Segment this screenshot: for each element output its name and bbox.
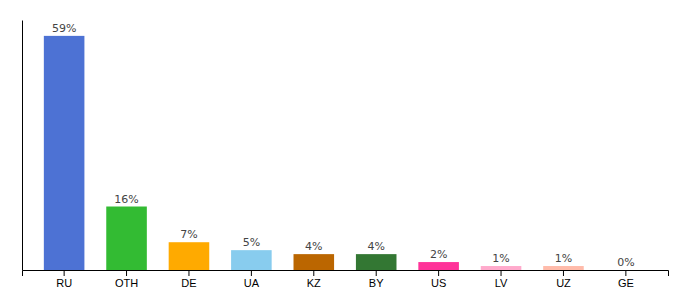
- bar: [356, 254, 397, 270]
- chart-svg: 59% 16% 7% 5% 4% 4% 2% 1% 1% 0% RU OTH DE UA KZ BY US LV U…: [0, 0, 680, 300]
- x-tick-mark: [188, 270, 189, 276]
- x-tick-label: UZ: [556, 277, 571, 289]
- x-axis-line: [23, 271, 669, 277]
- bar: [481, 266, 522, 270]
- data-label: 0%: [617, 256, 634, 269]
- x-tick-label: LV: [495, 277, 508, 289]
- x-tick-label: GE: [618, 277, 634, 289]
- data-label: 1%: [555, 252, 572, 265]
- x-tick: RU: [56, 270, 72, 289]
- x-tick-mark: [376, 270, 377, 276]
- y-axis: [22, 21, 23, 271]
- x-tick-label: US: [431, 277, 446, 289]
- x-tick-mark: [625, 270, 626, 276]
- x-tick: US: [431, 270, 446, 289]
- x-tick: BY: [369, 270, 384, 289]
- x-tick: LV: [495, 270, 508, 289]
- x-tick-label: KZ: [307, 277, 321, 289]
- x-tick-mark: [64, 270, 65, 276]
- bars: [44, 36, 584, 270]
- data-label: 2%: [430, 248, 447, 261]
- chart-container: 59% 16% 7% 5% 4% 4% 2% 1% 1% 0% RU OTH DE UA KZ BY US LV U…: [0, 0, 680, 300]
- x-tick-label: DE: [181, 277, 196, 289]
- data-label: 59%: [52, 22, 76, 35]
- x-tick: OTH: [115, 270, 138, 289]
- data-label: 5%: [243, 236, 260, 249]
- bar: [543, 266, 584, 270]
- y-axis-line: [22, 21, 23, 271]
- plot: 59% 16% 7% 5% 4% 4% 2% 1% 1% 0% RU OTH DE UA KZ BY US LV U…: [23, 21, 669, 289]
- bar: [231, 250, 272, 270]
- x-tick: GE: [618, 270, 634, 289]
- bar: [169, 242, 210, 270]
- bar: [418, 262, 459, 270]
- x-tick-mark: [501, 270, 502, 276]
- x-tick-mark: [438, 270, 439, 276]
- bar: [106, 207, 147, 270]
- x-tick-label: BY: [369, 277, 384, 289]
- x-tick-mark: [313, 270, 314, 276]
- x-axis: RU OTH DE UA KZ BY US LV UZ GE: [23, 270, 669, 289]
- data-label: 4%: [305, 240, 322, 253]
- x-tick-label: RU: [56, 277, 72, 289]
- x-tick: DE: [181, 270, 196, 289]
- x-tick: KZ: [307, 270, 321, 289]
- data-labels: 59% 16% 7% 5% 4% 4% 2% 1% 1% 0%: [52, 22, 635, 269]
- data-label: 1%: [492, 252, 509, 265]
- bar: [294, 254, 335, 270]
- x-tick-mark: [563, 270, 564, 276]
- data-label: 4%: [367, 240, 384, 253]
- x-tick: UZ: [556, 270, 571, 289]
- x-tick: UA: [244, 270, 260, 289]
- data-label: 7%: [180, 228, 197, 241]
- bar: [44, 36, 85, 270]
- data-label: 16%: [114, 193, 138, 206]
- x-tick-mark: [251, 270, 252, 276]
- x-tick-label: OTH: [115, 277, 138, 289]
- x-tick-label: UA: [244, 277, 260, 289]
- bar: [606, 270, 647, 271]
- x-tick-mark: [126, 270, 127, 276]
